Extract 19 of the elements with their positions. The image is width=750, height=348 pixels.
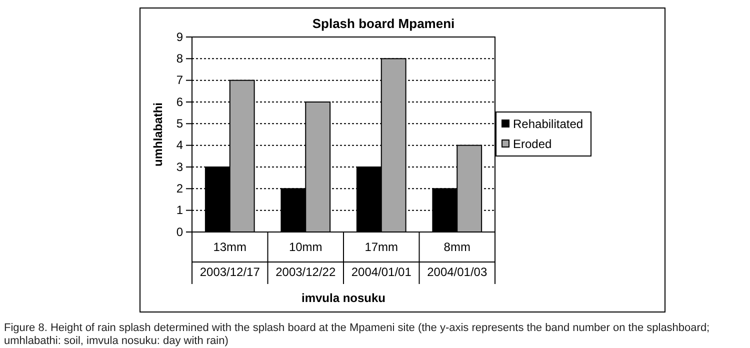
y-tick-label: 2 xyxy=(176,182,184,196)
y-tick-label: 0 xyxy=(176,224,184,239)
y-axis-title: umhlabathi xyxy=(151,102,165,167)
chart-title: Splash board Mpameni xyxy=(312,16,455,31)
x-tick-label: 8mm 2004/01/03 xyxy=(427,240,488,279)
legend-label: Rehabilitated xyxy=(513,117,584,131)
x-axis-title: imvula nosuku xyxy=(301,291,386,305)
y-tick-label: 3 xyxy=(176,160,184,174)
y-tick-label: 9 xyxy=(176,30,184,44)
x-tick-label: 17mm 2004/01/01 xyxy=(351,240,412,279)
y-tick-label: 8 xyxy=(176,52,184,66)
y-tick-label: 7 xyxy=(176,73,184,88)
legend-label: Eroded xyxy=(513,137,552,151)
y-tick-label: 1 xyxy=(176,203,184,218)
y-tick-label: 6 xyxy=(176,94,184,109)
y-tick-label: 5 xyxy=(176,116,184,131)
x-tick-label: 13mm 2003/12/17 xyxy=(200,240,260,279)
caption: Figure 8. Height of rain splash determined with the splash board at the Mpameni site (the y-axis represents the band number on the splashboard; umhlabathi: soil, imvula nosuku: day with rain) xyxy=(4,322,711,348)
y-tick-label: 4 xyxy=(176,138,184,152)
